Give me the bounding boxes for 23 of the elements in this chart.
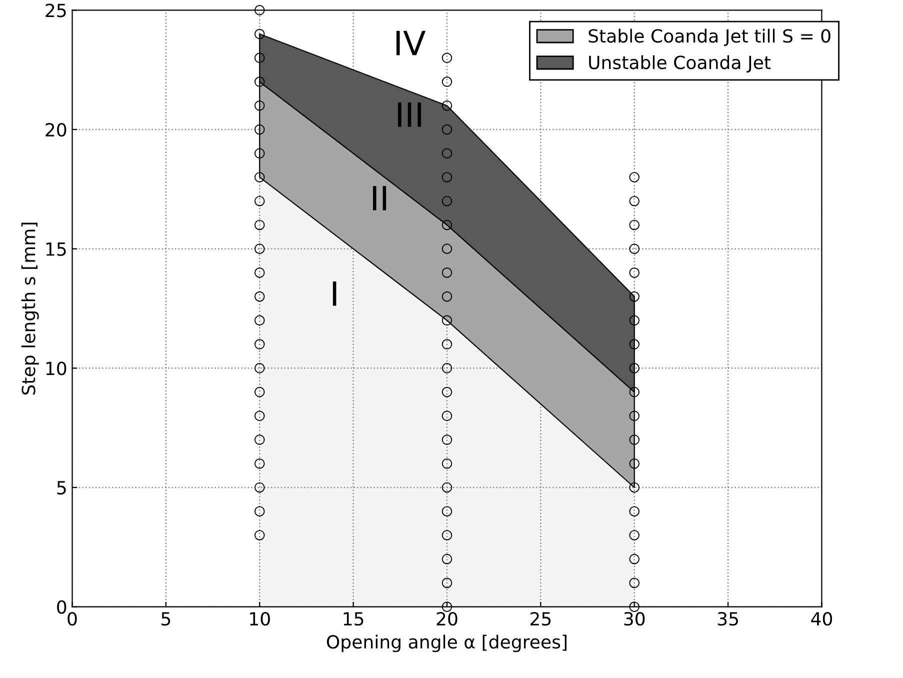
legend-label: Unstable Coanda Jet xyxy=(589,55,771,73)
y-tick-label: 25 xyxy=(46,4,66,18)
y-tick-label: 5 xyxy=(57,481,66,495)
annotation: II xyxy=(372,186,386,210)
x-tick-label: 15 xyxy=(344,612,364,626)
y-axis-title: Step length s [mm] xyxy=(21,222,39,395)
y-tick-label: 10 xyxy=(46,362,66,376)
annotation: I xyxy=(332,281,336,306)
x-tick-label: 10 xyxy=(250,612,270,626)
y-tick-label: 15 xyxy=(46,242,66,256)
x-tick-label: 35 xyxy=(718,612,738,626)
x-tick-label: 20 xyxy=(436,612,458,626)
x-tick-label: 0 xyxy=(68,612,77,626)
y-tick-label: 20 xyxy=(46,122,66,137)
legend-label: Stable Coanda Jet till S = 0 xyxy=(588,28,830,46)
annotation: IV xyxy=(396,30,426,56)
annotation: III xyxy=(398,102,421,127)
x-tick-label: 30 xyxy=(624,612,645,626)
x-axis-title: Opening angle α [degrees] xyxy=(326,634,566,652)
x-tick-label: 5 xyxy=(162,612,170,626)
x-tick-label: 25 xyxy=(530,612,551,626)
y-tick-label: 0 xyxy=(57,600,66,614)
x-tick-label: 40 xyxy=(811,612,832,626)
